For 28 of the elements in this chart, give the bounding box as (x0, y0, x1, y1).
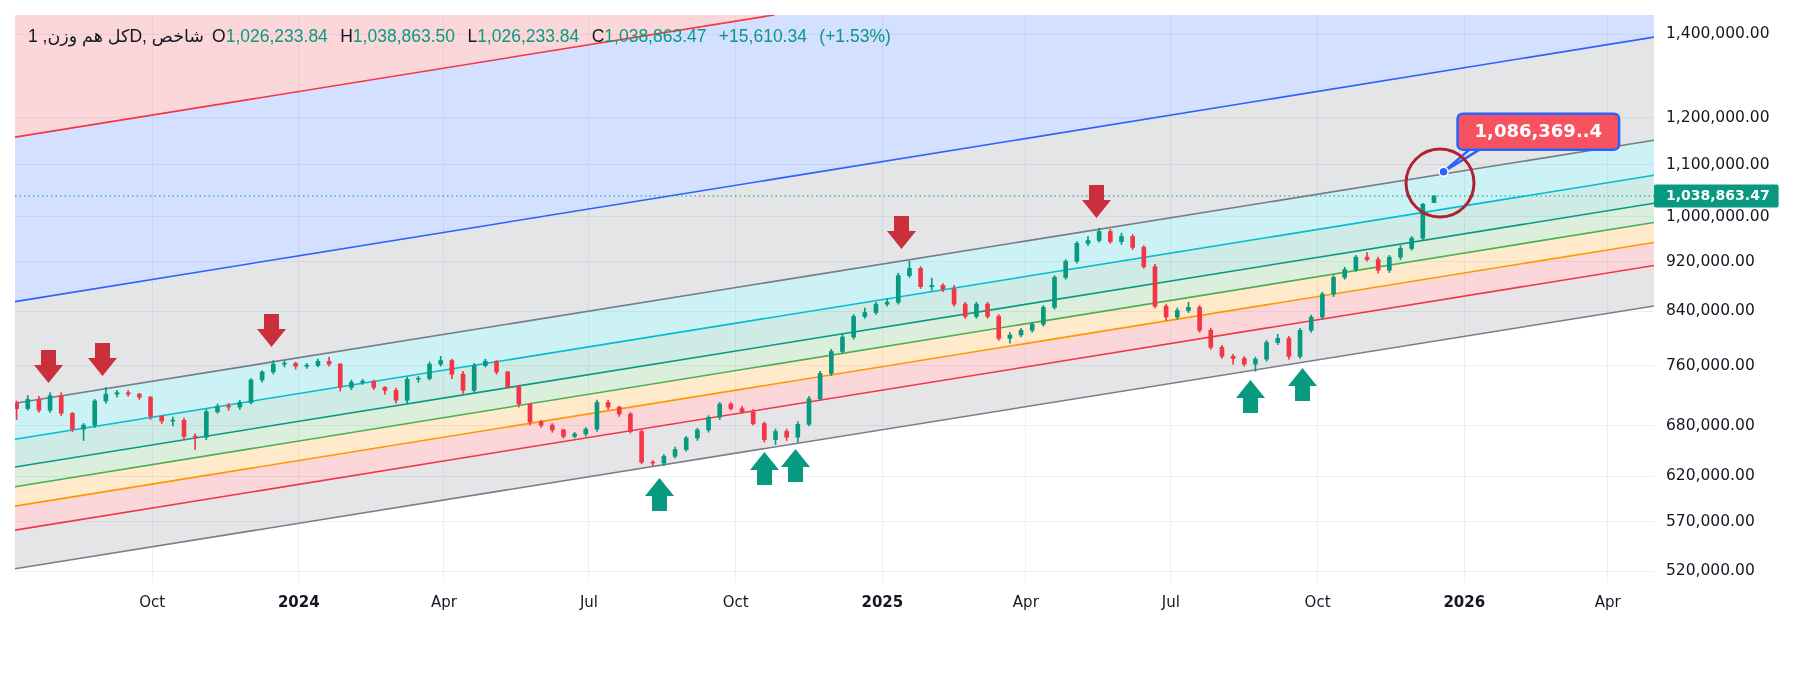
y-tick-label: 920,000.00 (1666, 251, 1755, 270)
x-tick-label: Apr (1594, 592, 1622, 611)
ref-line-label: 1,038,863.47 (1666, 187, 1770, 204)
y-tick-label: 1,200,000.00 (1666, 107, 1770, 126)
x-tick-label: Jul (578, 592, 599, 611)
x-tick-label: Oct (722, 592, 749, 611)
y-tick-label: 520,000.00 (1666, 561, 1755, 580)
x-tick-label: Apr (430, 592, 458, 611)
x-tick-label: Apr (1012, 592, 1040, 611)
x-tick-label: Oct (139, 592, 166, 611)
candlestick (929, 277, 935, 291)
candlestick (192, 433, 198, 450)
x-tick-label: Jul (1160, 592, 1180, 611)
y-tick-label: 1,000,000.00 (1666, 206, 1770, 225)
y-tick-label: 1,400,000.00 (1666, 24, 1770, 43)
x-tick-label: 2024 (277, 592, 320, 611)
candlestick (125, 390, 131, 397)
y-tick-label: 680,000.00 (1666, 415, 1755, 434)
x-tick-label: Oct (1304, 592, 1331, 611)
y-tick-label: 840,000.00 (1666, 301, 1755, 320)
text: کل هم وزن, 1D, شاخص (28, 26, 205, 46)
x-tick-label: 2026 (1443, 592, 1486, 611)
y-tick-label: 760,000.00 (1666, 355, 1755, 374)
y-tick-label: 570,000.00 (1666, 511, 1755, 530)
x-tick-label: 2025 (861, 592, 904, 611)
y-tick-label: 620,000.00 (1666, 466, 1755, 485)
y-tick-label: 1,100,000.00 (1666, 154, 1770, 173)
annotation: 1,086,369..4 (1474, 120, 1603, 142)
